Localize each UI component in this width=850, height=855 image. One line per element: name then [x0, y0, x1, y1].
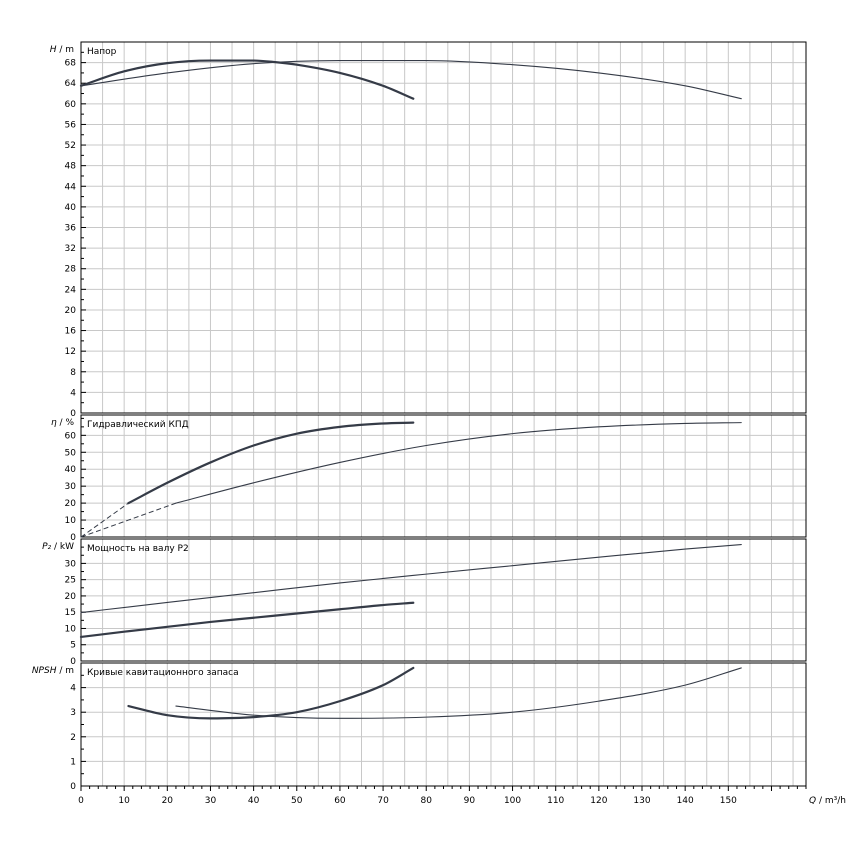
- head-panel-title: Напор: [87, 47, 117, 57]
- x-tick-label-15: 150: [720, 796, 737, 806]
- efficiency-panel-frame: [80, 414, 807, 538]
- power-ylabel-unit: / kW: [51, 542, 74, 552]
- x-tick-label-9: 90: [464, 796, 476, 806]
- npsh-ytick-label-4: 4: [70, 684, 76, 694]
- efficiency-twin-pump-dashed-start: [80, 502, 177, 538]
- x-tick-label-8: 80: [421, 796, 433, 806]
- efficiency-ylabel-unit: / %: [57, 418, 75, 428]
- head-ytick-label-1: 4: [70, 388, 76, 398]
- power-ytick-label-6: 30: [65, 559, 77, 569]
- efficiency-ytick-label-1: 10: [65, 516, 77, 526]
- head-twin-pump-curve: [80, 59, 742, 100]
- npsh-ytick-label-3: 3: [70, 708, 76, 718]
- head-ytick-label-12: 48: [65, 162, 77, 172]
- head-ytick-label-4: 16: [65, 327, 77, 337]
- x-tick-label-14: 140: [677, 796, 694, 806]
- power-ytick-label-5: 25: [65, 576, 76, 586]
- power-ytick-label-2: 10: [65, 624, 77, 634]
- head-ytick-label-11: 44: [65, 182, 77, 192]
- x-tick-label-13: 130: [633, 796, 650, 806]
- efficiency-single-pump-curve: [127, 421, 415, 505]
- power-ytick-label-4: 20: [65, 592, 77, 602]
- head-single-pump-curve: [79, 59, 415, 100]
- power-ylabel-symbol: P₂: [42, 542, 51, 552]
- npsh-single-pump-curve: [127, 666, 415, 720]
- x-axis-label: Q / m³/h: [809, 796, 846, 806]
- head-ytick-label-10: 40: [65, 203, 77, 213]
- head-ytick-label-14: 56: [65, 120, 77, 130]
- efficiency-panel-title: Гидравлический КПД: [87, 420, 189, 430]
- efficiency-ytick-label-0: 0: [70, 533, 76, 543]
- head-ytick-label-6: 24: [65, 285, 77, 295]
- npsh-twin-pump-curve: [175, 667, 742, 719]
- head-ytick-label-15: 60: [65, 100, 77, 110]
- x-tick-label-12: 120: [590, 796, 607, 806]
- head-ytick-label-8: 32: [65, 244, 76, 254]
- efficiency-ylabel: η / %: [51, 418, 74, 428]
- efficiency-ytick-label-2: 20: [65, 499, 77, 509]
- x-tick-label-7: 70: [377, 796, 389, 806]
- power-panel-frame: [80, 538, 807, 662]
- power-panel-title: Мощность на валу P2: [87, 544, 189, 554]
- npsh-ylabel: NPSH / m: [32, 666, 74, 676]
- head-ytick-label-16: 64: [65, 79, 77, 89]
- power-ytick-label-1: 5: [70, 641, 76, 651]
- head-ylabel: H / m: [50, 45, 74, 55]
- npsh-panel-title: Кривые кавитационного запаса: [87, 668, 239, 678]
- x-tick-label-4: 40: [248, 796, 260, 806]
- npsh-ytick-label-1: 1: [70, 757, 76, 767]
- efficiency-twin-pump-curve: [175, 422, 742, 504]
- power-single-pump-curve: [79, 601, 415, 639]
- head-ylabel-symbol: H: [50, 45, 57, 55]
- power-twin-pump-curve: [80, 543, 742, 614]
- x-tick-label-6: 60: [334, 796, 346, 806]
- power-ytick-label-0: 0: [70, 657, 76, 667]
- npsh-ylabel-unit: / m: [56, 666, 74, 676]
- x-tick-label-10: 100: [504, 796, 521, 806]
- head-ytick-label-3: 12: [65, 347, 76, 357]
- efficiency-ytick-label-4: 40: [65, 465, 77, 475]
- head-ytick-label-7: 28: [65, 265, 77, 275]
- head-ytick-label-5: 20: [65, 306, 77, 316]
- npsh-ytick-label-0: 0: [70, 782, 76, 792]
- x-tick-label-11: 110: [547, 796, 564, 806]
- x-tick-label-0: 0: [78, 796, 84, 806]
- head-ytick-label-17: 68: [65, 59, 77, 69]
- x-tick-label-1: 10: [118, 796, 130, 806]
- x-axis-label-symbol: Q: [809, 796, 816, 806]
- efficiency-ytick-label-3: 30: [65, 482, 77, 492]
- x-tick-label-3: 30: [205, 796, 217, 806]
- head-ytick-label-0: 0: [70, 409, 76, 419]
- head-ytick-label-9: 36: [65, 224, 77, 234]
- npsh-ytick-label-2: 2: [70, 733, 76, 743]
- power-ytick-label-3: 15: [65, 608, 76, 618]
- head-ytick-label-2: 8: [70, 368, 76, 378]
- x-axis-label-unit: / m³/h: [816, 796, 846, 806]
- x-tick-label-5: 50: [291, 796, 303, 806]
- npsh-ylabel-symbol: NPSH: [32, 666, 57, 676]
- power-ylabel: P₂ / kW: [42, 542, 74, 552]
- efficiency-single-pump-dashed-start: [80, 502, 129, 538]
- x-tick-label-2: 20: [162, 796, 174, 806]
- head-ylabel-unit: / m: [56, 45, 74, 55]
- head-ytick-label-13: 52: [65, 141, 76, 151]
- efficiency-ytick-label-5: 50: [65, 448, 77, 458]
- efficiency-ylabel-symbol: η: [51, 418, 57, 428]
- efficiency-ytick-label-6: 60: [65, 431, 77, 441]
